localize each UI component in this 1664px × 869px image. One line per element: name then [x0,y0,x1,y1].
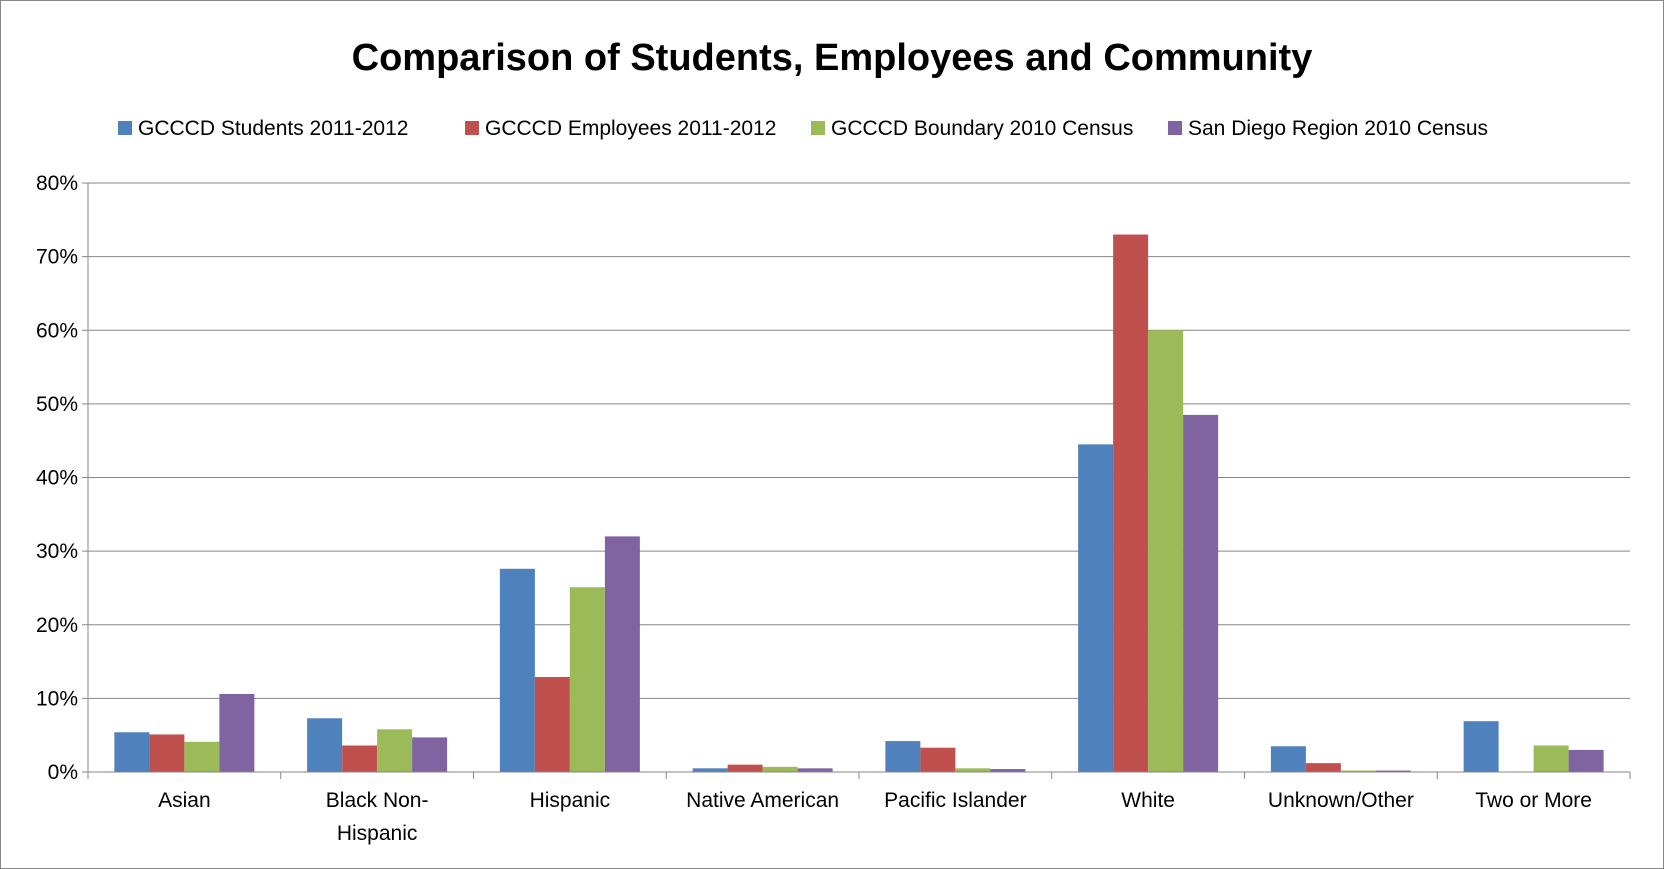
bar [149,734,185,772]
y-tick-label: 50% [36,393,78,416]
x-tick-label: Asian [158,789,211,812]
legend-swatch [1168,121,1182,135]
x-tick-label: Pacific Islander [884,789,1026,812]
legend-label: GCCCD Students 2011-2012 [138,117,408,140]
y-tick-label: 30% [36,540,78,563]
bar [762,766,798,772]
bar [114,732,150,772]
bar [377,729,413,772]
y-tick-label: 80% [36,172,78,195]
y-tick-label: 60% [36,319,78,342]
x-tick-label: White [1121,789,1175,812]
bar [1148,330,1184,772]
bar [412,737,448,772]
y-tick-label: 40% [36,467,78,490]
y-tick-label: 0% [48,761,78,784]
y-tick-label: 70% [36,246,78,269]
legend-label: GCCCD Employees 2011-2012 [485,117,776,140]
bar [1568,749,1604,772]
bar [1375,770,1411,772]
x-tick-label: Two or More [1475,789,1592,812]
bars [114,234,1604,773]
bar [1305,763,1341,772]
bar [990,769,1026,772]
bar [920,747,956,772]
bar [1340,770,1376,772]
legend-swatch [118,121,132,135]
bar [219,693,255,772]
bar [569,587,605,772]
legend-swatch [465,121,479,135]
bar [342,745,378,772]
x-tick-label: Native American [686,789,839,812]
legend-swatch [811,121,825,135]
bar [534,677,570,772]
x-axis: Asian Black Non-Hispanic Hispanic Native Am… [87,771,1631,845]
legend-label: San Diego Region 2010 Census [1188,117,1488,140]
legend-label: GCCCD Boundary 2010 Census [831,117,1133,140]
bar [1113,234,1149,773]
bar [885,741,921,772]
bar [307,718,343,772]
bar [797,768,833,772]
x-tick-label: Hispanic [530,789,611,812]
bar [727,764,763,772]
x-tick-label: Unknown/Other [1268,789,1414,812]
y-axis: 0% 10% 20% 30% 40% 50% 60% 70% 80% [36,172,89,784]
bar [184,741,220,772]
chart-legend: GCCCD Students 2011-2012 GCCCD Employees … [118,117,1488,140]
bar [1078,444,1114,772]
bar [955,768,991,772]
x-tick-label: Black Non-Hispanic [326,789,429,845]
bar [499,568,535,772]
bar [604,536,640,772]
bar [1533,745,1569,772]
gridlines [88,182,1630,699]
y-tick-label: 10% [36,687,78,710]
bar [692,768,728,772]
bar [1463,721,1499,772]
chart-title: Comparison of Students, Employees and Co… [352,37,1313,79]
bar [1270,746,1306,772]
bar [1183,414,1219,772]
y-tick-label: 20% [36,614,78,637]
